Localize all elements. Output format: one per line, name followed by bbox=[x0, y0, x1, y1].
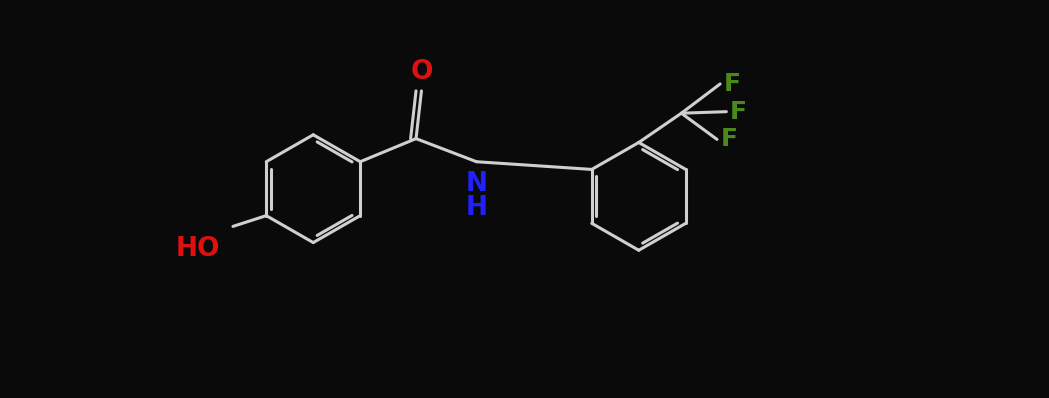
Text: F: F bbox=[724, 72, 741, 96]
Text: F: F bbox=[730, 100, 747, 124]
Text: HO: HO bbox=[175, 236, 220, 262]
Text: N
H: N H bbox=[466, 171, 488, 221]
Text: O: O bbox=[410, 59, 432, 86]
Text: F: F bbox=[721, 127, 737, 151]
